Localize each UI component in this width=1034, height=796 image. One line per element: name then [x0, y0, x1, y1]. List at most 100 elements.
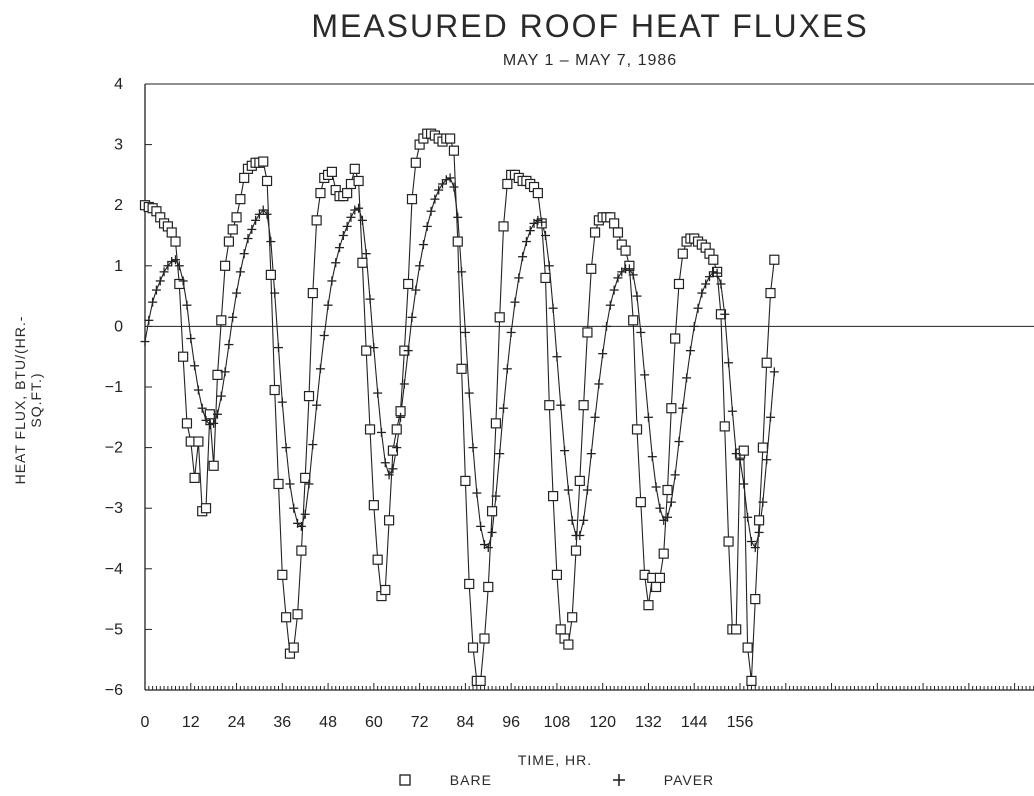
legend-item-paver: PAVER: [612, 772, 714, 788]
data-point-paver: [323, 300, 333, 310]
data-point-paver: [327, 276, 337, 286]
data-point-bare: [261, 175, 273, 187]
data-point-paver: [537, 217, 547, 227]
data-point-paver: [602, 321, 612, 331]
data-point-paver: [472, 488, 482, 498]
data-point-bare: [742, 642, 753, 653]
y-tick-label: −5: [105, 621, 123, 638]
data-point-paver: [724, 358, 734, 368]
data-point-paver: [388, 464, 398, 474]
data-point-paver: [224, 340, 234, 350]
data-point-bare: [532, 187, 543, 199]
data-point-paver: [190, 361, 200, 371]
data-point-bare: [486, 506, 498, 517]
data-point-paver: [716, 279, 726, 289]
data-point-bare: [296, 545, 307, 556]
data-point-paver: [182, 300, 192, 310]
data-point-bare: [193, 436, 204, 447]
data-point-bare: [391, 424, 402, 435]
x-tick-label: 156: [727, 714, 754, 731]
data-point-bare: [368, 500, 379, 511]
data-point-paver: [697, 288, 707, 298]
data-point-bare: [372, 554, 383, 565]
data-point-bare: [406, 194, 418, 205]
data-point-paver: [624, 264, 634, 274]
data-point-paver: [430, 194, 440, 204]
data-point-bare: [300, 472, 311, 483]
data-point-paver: [159, 267, 169, 277]
data-point-paver: [300, 509, 310, 519]
data-point-paver: [518, 252, 528, 262]
data-point-bare: [239, 172, 250, 184]
data-point-paver: [506, 327, 516, 337]
data-point-paver: [678, 403, 688, 413]
data-point-paver: [415, 261, 425, 271]
data-point-paver: [689, 321, 699, 331]
data-point-bare: [746, 675, 757, 687]
data-point-bare: [311, 215, 322, 226]
data-point-paver: [232, 288, 242, 298]
data-point-bare: [303, 390, 315, 402]
data-point-bare: [589, 227, 601, 238]
x-tick-label: 60: [365, 714, 383, 731]
data-point-paver: [216, 391, 226, 401]
x-tick-label: 144: [681, 714, 708, 731]
data-point-paver: [304, 479, 314, 489]
x-tick-label: 96: [502, 714, 520, 731]
data-point-paver: [590, 412, 600, 422]
data-point-bare: [761, 357, 772, 368]
x-tick-label: 108: [544, 714, 571, 731]
data-point-bare: [631, 424, 643, 435]
data-point-paver: [144, 315, 154, 325]
y-tick-label: 0: [114, 318, 123, 335]
data-point-bare: [281, 612, 292, 623]
data-point-bare: [643, 600, 654, 611]
data-point-paver: [739, 479, 749, 489]
data-point-bare: [738, 445, 749, 456]
data-point-bare: [494, 312, 505, 323]
data-point-paver: [746, 537, 756, 547]
data-point-bare: [361, 345, 372, 356]
data-point-bare: [166, 227, 177, 238]
data-point-bare: [181, 418, 193, 429]
data-point-bare: [719, 421, 730, 432]
series-line-paver: [144, 177, 775, 549]
data-point-bare: [567, 612, 578, 623]
data-point-paver: [434, 185, 444, 195]
data-point-paver: [727, 406, 737, 416]
data-point-paver: [396, 412, 406, 422]
data-point-paver: [270, 288, 280, 298]
data-point-paver: [151, 285, 161, 295]
data-point-paver: [491, 491, 501, 501]
x-tick-label: 24: [228, 714, 246, 731]
data-point-bare: [208, 460, 219, 471]
data-point-paver: [445, 173, 455, 183]
data-point-paver: [720, 309, 730, 319]
data-point-bare: [174, 278, 185, 290]
data-point-bare: [200, 503, 212, 514]
data-point-paver: [312, 400, 322, 410]
data-point-bare: [460, 475, 471, 487]
data-point-bare: [235, 194, 246, 205]
data-point-paver: [582, 485, 592, 495]
data-point-bare: [387, 445, 399, 456]
data-point-bare: [753, 515, 765, 526]
data-point-paver: [708, 267, 718, 277]
chart-title: MEASURED ROOF HEAT FLUXES: [311, 8, 869, 44]
data-point-bare: [654, 572, 666, 583]
data-point-bare: [628, 315, 639, 326]
data-point-bare: [265, 269, 276, 280]
data-point-paver: [556, 400, 566, 410]
data-point-bare: [498, 221, 509, 232]
data-point-paver: [266, 237, 276, 247]
data-point-paver: [163, 261, 173, 271]
data-point-bare: [765, 287, 776, 299]
data-point-bare: [490, 418, 501, 429]
data-point-bare: [658, 548, 669, 559]
data-point-paver: [285, 479, 295, 489]
data-point-paver: [666, 497, 676, 507]
data-point-bare: [227, 224, 238, 235]
data-point-paver: [586, 449, 596, 459]
data-point-bare: [277, 569, 288, 580]
data-point-paver: [533, 215, 543, 225]
